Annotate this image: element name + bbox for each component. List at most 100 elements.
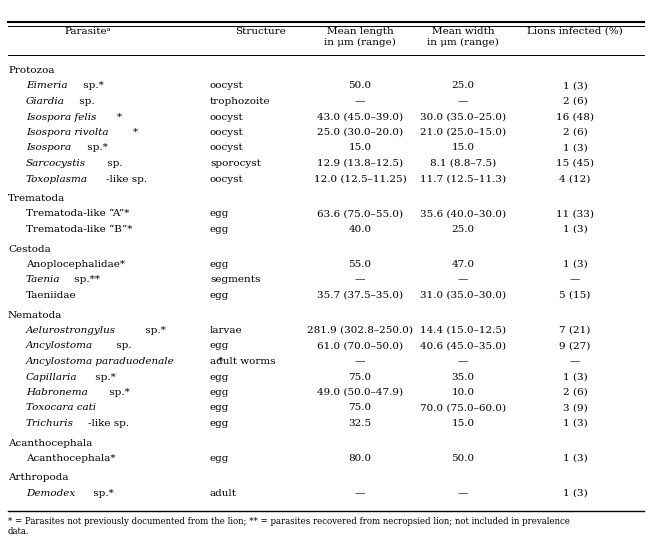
Text: Taenia: Taenia [26, 276, 61, 284]
Text: egg: egg [210, 388, 230, 397]
Text: segments: segments [210, 276, 260, 284]
Text: 31.0 (35.0–30.0): 31.0 (35.0–30.0) [420, 291, 506, 300]
Text: 75.0: 75.0 [348, 403, 372, 413]
Text: 2 (6): 2 (6) [563, 97, 587, 106]
Text: 1 (3): 1 (3) [563, 260, 587, 269]
Text: Anoplocephalidae*: Anoplocephalidae* [26, 260, 125, 269]
Text: 50.0: 50.0 [348, 82, 372, 90]
Text: 281.9 (302.8–250.0): 281.9 (302.8–250.0) [307, 326, 413, 335]
Text: Acanthocephala*: Acanthocephala* [26, 454, 115, 463]
Text: -like sp.: -like sp. [88, 419, 129, 428]
Text: Isospora rivolta: Isospora rivolta [26, 128, 108, 137]
Text: 40.0: 40.0 [348, 225, 372, 234]
Text: Trematoda-like “A”*: Trematoda-like “A”* [26, 209, 129, 219]
Text: Sarcocystis: Sarcocystis [26, 159, 86, 168]
Text: 5 (15): 5 (15) [559, 291, 591, 300]
Text: Taeniidae: Taeniidae [26, 291, 77, 300]
Text: Trematoda-like “B”*: Trematoda-like “B”* [26, 225, 132, 234]
Text: Parasiteᵃ: Parasiteᵃ [65, 27, 111, 36]
Text: -like sp.: -like sp. [106, 174, 147, 184]
Text: 55.0: 55.0 [348, 260, 372, 269]
Text: 30.0 (35.0–25.0): 30.0 (35.0–25.0) [420, 112, 506, 122]
Text: egg: egg [210, 373, 230, 381]
Text: egg: egg [210, 454, 230, 463]
Text: sp.: sp. [104, 159, 122, 168]
Text: 7 (21): 7 (21) [559, 326, 591, 335]
Text: sp.: sp. [113, 341, 131, 351]
Text: Mean width
in μm (range): Mean width in μm (range) [427, 27, 499, 47]
Text: oocyst: oocyst [210, 174, 244, 184]
Text: 1 (3): 1 (3) [563, 419, 587, 428]
Text: —: — [458, 97, 468, 106]
Text: —: — [355, 276, 365, 284]
Text: sp.*: sp.* [89, 489, 113, 498]
Text: adult worms: adult worms [210, 357, 276, 366]
Text: —: — [570, 276, 580, 284]
Text: —: — [355, 97, 365, 106]
Text: egg: egg [210, 209, 230, 219]
Text: 35.0: 35.0 [451, 373, 475, 381]
Text: oocyst: oocyst [210, 128, 244, 137]
Text: —: — [458, 357, 468, 366]
Text: 25.0: 25.0 [451, 82, 475, 90]
Text: 1 (3): 1 (3) [563, 144, 587, 152]
Text: 15.0: 15.0 [348, 144, 372, 152]
Text: sporocyst: sporocyst [210, 159, 261, 168]
Text: oocyst: oocyst [210, 144, 244, 152]
Text: 35.6 (40.0–30.0): 35.6 (40.0–30.0) [420, 209, 506, 219]
Text: 32.5: 32.5 [348, 419, 372, 428]
Text: 1 (3): 1 (3) [563, 225, 587, 234]
Text: adult: adult [210, 489, 237, 498]
Text: *: * [117, 112, 122, 122]
Text: egg: egg [210, 419, 230, 428]
Text: —: — [570, 357, 580, 366]
Text: sp.*: sp.* [93, 373, 116, 381]
Text: Habronema: Habronema [26, 388, 88, 397]
Text: 49.0 (50.0–47.9): 49.0 (50.0–47.9) [317, 388, 403, 397]
Text: 16 (48): 16 (48) [556, 112, 594, 122]
Text: Nematoda: Nematoda [8, 311, 63, 319]
Text: larvae: larvae [210, 326, 243, 335]
Text: trophozoite: trophozoite [210, 97, 271, 106]
Text: —: — [458, 489, 468, 498]
Text: 70.0 (75.0–60.0): 70.0 (75.0–60.0) [420, 403, 506, 413]
Text: 25.0 (30.0–20.0): 25.0 (30.0–20.0) [317, 128, 403, 137]
Text: 2 (6): 2 (6) [563, 128, 587, 137]
Text: 35.7 (37.5–35.0): 35.7 (37.5–35.0) [317, 291, 403, 300]
Text: Structure: Structure [235, 27, 286, 36]
Text: * = Parasites not previously documented from the lion; ** = parasites recovered : * = Parasites not previously documented … [8, 517, 570, 536]
Text: Capillaria: Capillaria [26, 373, 78, 381]
Text: Trichuris: Trichuris [26, 419, 74, 428]
Text: *: * [132, 128, 138, 137]
Text: 47.0: 47.0 [451, 260, 475, 269]
Text: Ancylostoma paraduodenale: Ancylostoma paraduodenale [26, 357, 175, 366]
Text: —: — [355, 357, 365, 366]
Text: Acanthocephala: Acanthocephala [8, 438, 93, 448]
Text: 12.9 (13.8–12.5): 12.9 (13.8–12.5) [317, 159, 403, 168]
Text: 9 (27): 9 (27) [559, 341, 591, 351]
Text: 1 (3): 1 (3) [563, 489, 587, 498]
Text: sp.*: sp.* [106, 388, 130, 397]
Text: sp.*: sp.* [84, 144, 108, 152]
Text: sp.*: sp.* [142, 326, 166, 335]
Text: oocyst: oocyst [210, 82, 244, 90]
Text: 3 (9): 3 (9) [563, 403, 587, 413]
Text: 43.0 (45.0–39.0): 43.0 (45.0–39.0) [317, 112, 403, 122]
Text: Trematoda: Trematoda [8, 194, 65, 203]
Text: Giardia: Giardia [26, 97, 65, 106]
Text: 15.0: 15.0 [451, 144, 475, 152]
Text: egg: egg [210, 225, 230, 234]
Text: Ancylostoma: Ancylostoma [26, 341, 93, 351]
Text: Isospora felis: Isospora felis [26, 112, 96, 122]
Text: 1 (3): 1 (3) [563, 454, 587, 463]
Text: 15.0: 15.0 [451, 419, 475, 428]
Text: 61.0 (70.0–50.0): 61.0 (70.0–50.0) [317, 341, 403, 351]
Text: 80.0: 80.0 [348, 454, 372, 463]
Text: 12.0 (12.5–11.25): 12.0 (12.5–11.25) [314, 174, 406, 184]
Text: *: * [218, 357, 223, 366]
Text: Toxocara cati: Toxocara cati [26, 403, 96, 413]
Text: 50.0: 50.0 [451, 454, 475, 463]
Text: sp.: sp. [76, 97, 95, 106]
Text: Demodex: Demodex [26, 489, 75, 498]
Text: oocyst: oocyst [210, 112, 244, 122]
